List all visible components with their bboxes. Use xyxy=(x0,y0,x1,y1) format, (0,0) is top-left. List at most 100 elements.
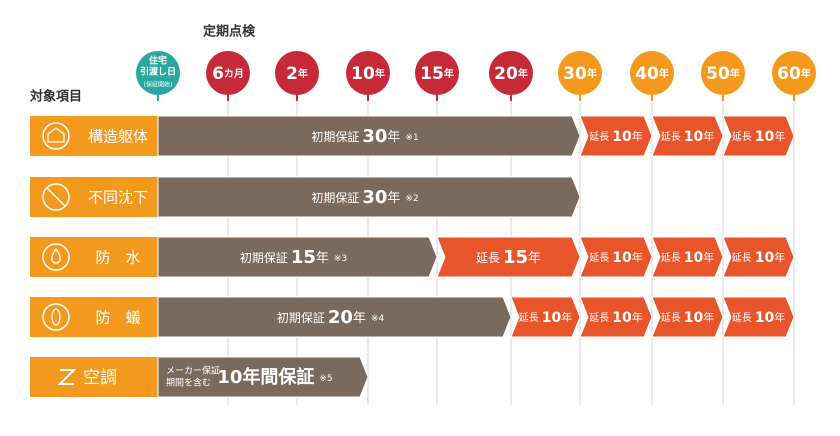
warranty-bar xyxy=(579,296,653,338)
milestone-text: 10年 xyxy=(351,64,385,84)
bar-unit: 年 xyxy=(774,129,785,143)
bar-num: 30 xyxy=(362,187,387,208)
bar-num: 10 xyxy=(542,310,562,326)
bar-unit: 年 xyxy=(387,130,400,145)
row-icon xyxy=(42,243,70,271)
row-label-box xyxy=(30,237,158,277)
bar-unit: 年 xyxy=(774,310,785,324)
bar-label: 延長 xyxy=(476,251,500,265)
row-label-box xyxy=(30,357,158,397)
bar-note: ※1 xyxy=(405,133,418,143)
bar-text: 延長 10年 xyxy=(732,310,785,326)
milestone-unit: 年 xyxy=(375,67,385,80)
bar-num: 10 xyxy=(684,129,704,145)
milestone-text: 50年 xyxy=(706,64,740,84)
items-title: 対象項目 xyxy=(29,89,82,105)
bar-num: 20 xyxy=(328,307,353,328)
bar-num: 15 xyxy=(503,247,528,268)
milestone-num: 15 xyxy=(420,64,444,84)
bar-note: ※3 xyxy=(334,254,347,264)
bar-unit: 年 xyxy=(632,129,643,143)
milestone-circle xyxy=(630,51,674,95)
warranty-bar xyxy=(157,296,512,338)
bar-label: 延長 xyxy=(732,252,752,264)
bar-text: 延長 10年 xyxy=(661,129,714,145)
bar-note: ※4 xyxy=(371,314,385,324)
bar-text: 延長 10年 xyxy=(519,310,572,326)
warranty-bar xyxy=(157,115,581,157)
milestone-unit: カ月 xyxy=(224,68,244,80)
milestone-unit: 年 xyxy=(444,67,454,80)
row-label: 防 蟻 xyxy=(95,309,140,327)
milestone-circle xyxy=(346,51,390,95)
bar-text: 10年間保証 ※5 xyxy=(217,366,332,388)
milestone-unit: 年 xyxy=(298,67,308,80)
row-label: 不同沈下 xyxy=(88,189,148,207)
milestone-circle xyxy=(701,51,745,95)
row-label: 空調 xyxy=(83,368,117,388)
warranty-bar xyxy=(651,236,724,278)
milestone-text: 6カ月 xyxy=(212,64,244,84)
row-icon xyxy=(42,183,70,211)
row-label-box xyxy=(30,116,158,156)
bar-label: 延長 xyxy=(661,312,681,324)
milestone-unit: 年 xyxy=(730,67,740,80)
row-label: 防 水 xyxy=(95,249,140,267)
milestone-num: 10 xyxy=(351,64,375,84)
warranty-bar xyxy=(651,115,724,157)
milestone-text: 40年 xyxy=(635,64,669,84)
bar-label: 延長 xyxy=(519,312,539,324)
header-title: 定期点検 xyxy=(202,24,256,40)
bar-text: 延長 10年 xyxy=(732,250,785,266)
bar-label: 初期保証 xyxy=(311,130,359,144)
bar-text: 延長 10年 xyxy=(661,310,714,326)
milestone-num: 30 xyxy=(563,64,587,84)
bar-label: 初期保証 xyxy=(240,251,288,265)
milestone-text: 30年 xyxy=(563,64,597,84)
milestone-text: 2年 xyxy=(286,64,308,84)
bar-unit: 年 xyxy=(387,191,400,206)
bar-unit: 年 xyxy=(561,310,572,324)
bar-num: 10 xyxy=(612,129,632,145)
bar-label: 延長 xyxy=(589,131,609,143)
bar-text: 延長 15年 xyxy=(476,247,541,268)
bar-text: 初期保証 15年 ※3 xyxy=(240,247,347,268)
row-label-box xyxy=(30,177,158,217)
bar-text: 延長 10年 xyxy=(589,129,642,145)
bar-num: 10 xyxy=(755,250,775,266)
warranty-bar xyxy=(436,236,581,278)
bar-label: 延長 xyxy=(661,252,681,264)
milestone-text: 住宅 xyxy=(149,55,167,67)
warranty-bar xyxy=(722,296,795,338)
row-icon xyxy=(42,122,70,150)
milestone-num: 50 xyxy=(706,64,730,84)
warranty-bar xyxy=(157,236,438,278)
milestone-num: 2 xyxy=(286,64,298,84)
milestone-unit: 年 xyxy=(659,67,669,80)
bar-text: 初期保証 30年 ※2 xyxy=(311,187,418,208)
bar-text: 延長 10年 xyxy=(732,129,785,145)
bar-text: 延長 10年 xyxy=(589,250,642,266)
bar-num: 10年間保証 xyxy=(217,366,314,388)
milestone-circle xyxy=(206,51,250,95)
bar-num: 10 xyxy=(612,250,632,266)
row-icon xyxy=(47,127,65,143)
row-icon xyxy=(51,247,61,264)
bar-note: ※2 xyxy=(405,194,418,204)
bar-label: 初期保証 xyxy=(311,191,359,205)
milestone-circle xyxy=(136,51,180,95)
warranty-bar xyxy=(579,115,653,157)
bar-unit: 年 xyxy=(632,310,643,324)
warranty-bar xyxy=(510,296,581,338)
bar-label: 延長 xyxy=(589,252,609,264)
milestone-unit: 年 xyxy=(518,67,528,80)
warranty-bar xyxy=(157,176,581,218)
bar-text: 初期保証 30年 ※1 xyxy=(311,126,418,147)
milestone-circle xyxy=(275,51,319,95)
bar-unit: 年 xyxy=(528,251,541,266)
bar-label: 延長 xyxy=(589,312,609,324)
milestone-unit: 年 xyxy=(801,67,811,80)
bar-unit: 年 xyxy=(632,250,643,264)
milestone-text: 60年 xyxy=(777,64,811,84)
